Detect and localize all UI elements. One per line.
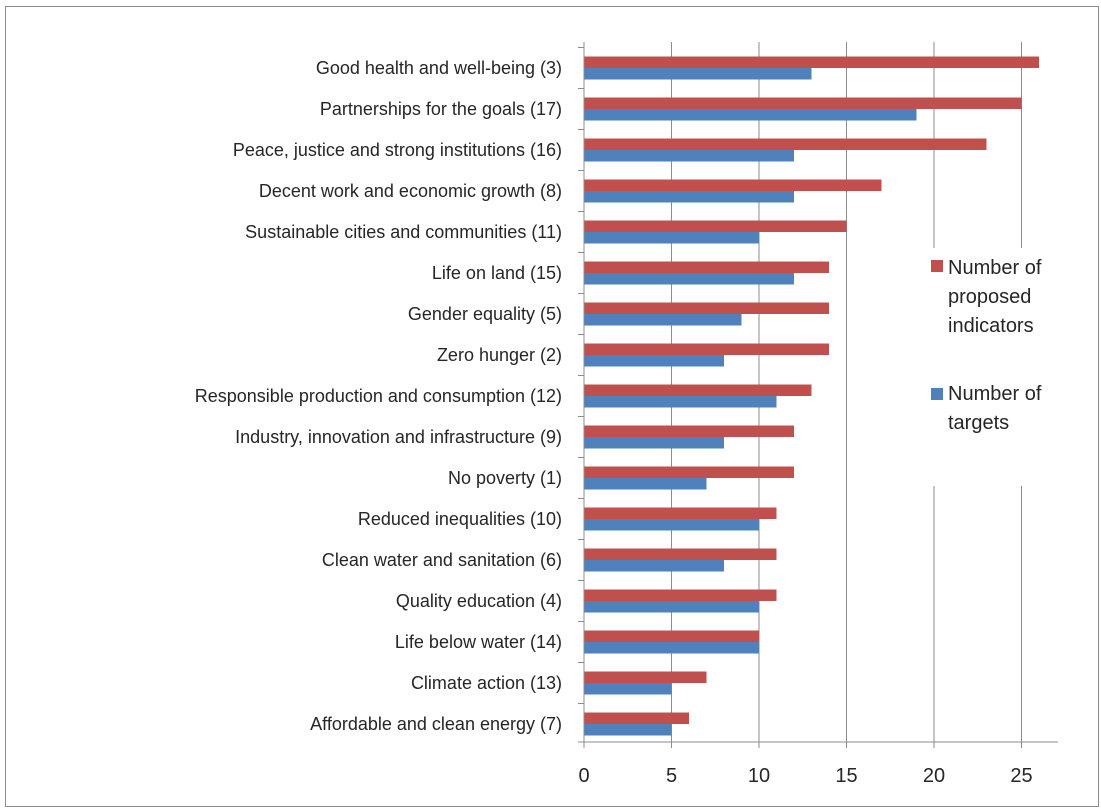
category-label: Responsible production and consumption (…	[195, 386, 562, 406]
legend-label: targets	[948, 412, 1009, 434]
legend-label: Number of	[948, 383, 1042, 405]
category-label: Quality education (4)	[396, 591, 562, 611]
category-label: Decent work and economic growth (8)	[259, 181, 562, 201]
bar-proposed-indicators	[584, 507, 777, 519]
bar-proposed-indicators	[584, 589, 777, 601]
category-label: Clean water and sanitation (6)	[322, 550, 562, 570]
axes	[578, 42, 1058, 748]
x-tick-label: 10	[748, 765, 770, 787]
bar-proposed-indicators	[584, 138, 987, 150]
bar-targets	[584, 601, 759, 613]
bar-proposed-indicators	[584, 425, 794, 437]
bar-proposed-indicators	[584, 384, 812, 396]
bar-targets	[584, 724, 672, 736]
category-label: Peace, justice and strong institutions (…	[233, 140, 562, 160]
legend-label: indicators	[948, 315, 1034, 337]
legend-swatch-proposed-indicators	[931, 260, 943, 272]
legend-label: proposed	[948, 286, 1031, 308]
category-label: No poverty (1)	[448, 468, 562, 488]
legend-label: Number of	[948, 257, 1042, 279]
bar-proposed-indicators	[584, 56, 1039, 68]
legend: Number of proposed indicators Number of targ…	[918, 248, 1066, 486]
bar-proposed-indicators	[584, 179, 882, 191]
category-label: Partnerships for the goals (17)	[320, 99, 562, 119]
bar-targets	[584, 191, 794, 203]
bar-targets	[584, 478, 707, 490]
bar-proposed-indicators	[584, 548, 777, 560]
category-label: Gender equality (5)	[408, 304, 562, 324]
bar-proposed-indicators	[584, 466, 794, 478]
bar-targets	[584, 642, 759, 654]
x-tick-label: 25	[1010, 765, 1032, 787]
bar-proposed-indicators	[584, 97, 1022, 109]
tick-labels: 0 5 10 15 20 25	[578, 765, 1032, 787]
category-label: Zero hunger (2)	[437, 345, 562, 365]
category-label: Reduced inequalities (10)	[358, 509, 562, 529]
category-label: Sustainable cities and communities (11)	[245, 222, 562, 242]
category-labels: Good health and well-being (3) Partnershi…	[195, 58, 562, 734]
bar-targets	[584, 396, 777, 408]
bar-targets	[584, 560, 724, 572]
bar-proposed-indicators	[584, 671, 707, 683]
bar-targets	[584, 683, 672, 695]
bar-targets	[584, 232, 759, 244]
legend-swatch-targets	[931, 388, 943, 400]
bar-targets	[584, 314, 742, 326]
category-label: Climate action (13)	[411, 673, 562, 693]
bar-proposed-indicators	[584, 261, 829, 273]
bar-targets	[584, 437, 724, 449]
x-tick-label: 5	[666, 765, 677, 787]
category-label: Industry, innovation and infrastructure …	[235, 427, 562, 447]
category-label: Life below water (14)	[395, 632, 562, 652]
bar-proposed-indicators	[584, 220, 847, 232]
bar-proposed-indicators	[584, 343, 829, 355]
category-label: Affordable and clean energy (7)	[310, 714, 562, 734]
x-tick-label: 15	[835, 765, 857, 787]
bar-targets	[584, 68, 812, 80]
bar-proposed-indicators	[584, 712, 689, 724]
x-tick-label: 0	[578, 765, 589, 787]
bar-proposed-indicators	[584, 302, 829, 314]
bar-targets	[584, 273, 794, 285]
bar-targets	[584, 109, 917, 121]
bar-targets	[584, 355, 724, 367]
category-label: Life on land (15)	[432, 263, 562, 283]
bar-targets	[584, 519, 759, 531]
bar-targets	[584, 150, 794, 162]
legend-box	[918, 248, 1066, 486]
category-label: Good health and well-being (3)	[316, 58, 562, 78]
x-tick-label: 20	[923, 765, 945, 787]
bars	[584, 56, 1039, 736]
bar-proposed-indicators	[584, 630, 759, 642]
